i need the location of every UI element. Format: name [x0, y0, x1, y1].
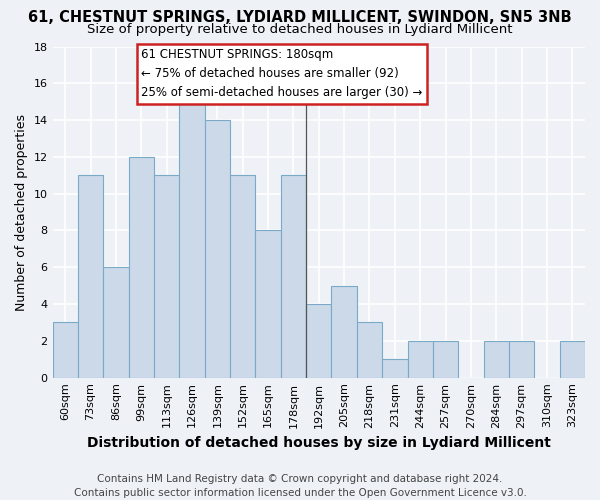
Bar [78, 176, 103, 378]
Bar [509, 341, 534, 378]
Bar [433, 341, 458, 378]
Text: 61 CHESTNUT SPRINGS: 180sqm
← 75% of detached houses are smaller (92)
25% of sem: 61 CHESTNUT SPRINGS: 180sqm ← 75% of det… [141, 48, 422, 100]
Text: 61, CHESTNUT SPRINGS, LYDIARD MILLICENT, SWINDON, SN5 3NB: 61, CHESTNUT SPRINGS, LYDIARD MILLICENT,… [28, 10, 572, 25]
Bar [205, 120, 230, 378]
Text: Size of property relative to detached houses in Lydiard Millicent: Size of property relative to detached ho… [87, 22, 513, 36]
Bar [103, 268, 128, 378]
Bar [154, 176, 179, 378]
Bar [53, 322, 78, 378]
Bar [306, 304, 331, 378]
Bar [382, 360, 407, 378]
Bar [357, 322, 382, 378]
X-axis label: Distribution of detached houses by size in Lydiard Millicent: Distribution of detached houses by size … [87, 436, 551, 450]
Bar [331, 286, 357, 378]
Y-axis label: Number of detached properties: Number of detached properties [15, 114, 28, 310]
Text: Contains HM Land Registry data © Crown copyright and database right 2024.
Contai: Contains HM Land Registry data © Crown c… [74, 474, 526, 498]
Bar [484, 341, 509, 378]
Bar [128, 157, 154, 378]
Bar [179, 102, 205, 378]
Bar [230, 176, 256, 378]
Bar [256, 230, 281, 378]
Bar [407, 341, 433, 378]
Bar [560, 341, 585, 378]
Bar [281, 176, 306, 378]
